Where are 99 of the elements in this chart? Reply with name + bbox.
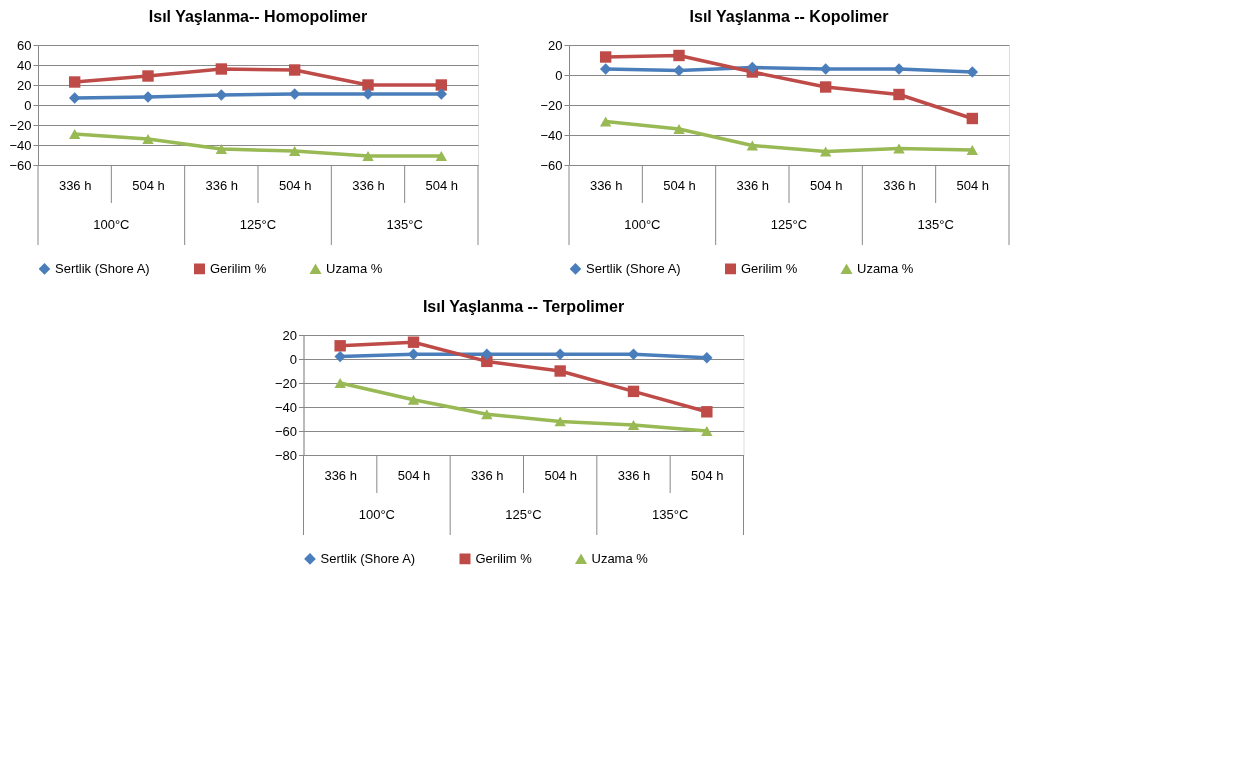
- point: [435, 79, 448, 91]
- point: [893, 88, 905, 101]
- point: [627, 420, 640, 430]
- y-tick-label: 0: [555, 67, 563, 83]
- y-tick-label: −40: [9, 137, 32, 153]
- legend-label: Gerilim %: [475, 550, 533, 566]
- point: [68, 76, 81, 88]
- point: [288, 146, 301, 156]
- text: 135°C: [917, 217, 954, 232]
- point: [362, 79, 374, 91]
- point: [68, 129, 81, 139]
- y-tick-label: −60: [9, 157, 32, 173]
- point: [701, 426, 713, 436]
- point: [554, 365, 566, 377]
- point: [599, 51, 612, 63]
- point: [142, 70, 154, 82]
- text: 125°C: [239, 217, 277, 232]
- point: [746, 61, 759, 74]
- point: [481, 409, 493, 420]
- y-tick-label: 20: [282, 327, 297, 343]
- point: [288, 64, 301, 76]
- point: [701, 352, 713, 364]
- point: [362, 88, 374, 100]
- y-tick-label: −20: [274, 375, 297, 391]
- x-tick-label: 504 h: [956, 177, 990, 193]
- text: 125°C: [770, 217, 808, 232]
- point: [407, 336, 420, 348]
- legend-label: Sertlik (Shore A): [320, 550, 416, 566]
- text: 100°C: [624, 217, 661, 232]
- point: [966, 112, 979, 125]
- point: [142, 91, 154, 103]
- legend-label: Sertlik (Shore A): [55, 260, 150, 276]
- y-tick-label: −20: [540, 97, 563, 113]
- x-tick-label: 336 h: [352, 177, 385, 193]
- legend-label: Sertlik (Shore A): [586, 260, 681, 276]
- point: [893, 143, 905, 154]
- legend-label: Uzama %: [591, 551, 649, 567]
- chart-title: Isıl Yaşlanma -- Kopolimer: [689, 8, 889, 25]
- legend-label: Gerilim %: [210, 260, 267, 276]
- point: [701, 406, 713, 418]
- y-tick-label: −60: [274, 423, 297, 439]
- legend-label: Uzama %: [326, 261, 383, 277]
- x-tick-label: 504 h: [397, 467, 431, 483]
- point: [334, 350, 346, 363]
- point: [819, 81, 832, 93]
- x-tick-label: 336 h: [883, 177, 916, 193]
- x-tick-label: 504 h: [663, 177, 696, 193]
- chart-title: Isıl Yaşlanma-- Homopolimer: [148, 8, 368, 25]
- point: [215, 144, 228, 154]
- y-tick-label: 0: [24, 97, 32, 113]
- x-tick-label: 336 h: [58, 177, 92, 193]
- y-tick-label: −80: [274, 447, 297, 463]
- point: [599, 116, 612, 127]
- y-tick-label: 40: [17, 57, 32, 73]
- point: [893, 63, 905, 75]
- y-tick-label: −60: [540, 157, 563, 173]
- x-tick-label: 504 h: [691, 467, 724, 483]
- point: [627, 385, 640, 398]
- text: 125°C: [505, 507, 542, 522]
- x-tick-label: 504 h: [544, 467, 577, 483]
- x-tick-label: 504 h: [132, 177, 165, 193]
- x-tick-label: 336 h: [617, 467, 651, 483]
- point: [142, 134, 154, 144]
- point: [334, 340, 346, 352]
- point: [673, 49, 685, 62]
- point: [407, 394, 420, 405]
- x-tick-label: 504 h: [278, 177, 312, 193]
- y-tick-label: 60: [17, 37, 32, 53]
- point: [334, 378, 346, 388]
- text: 135°C: [386, 217, 423, 232]
- point: [215, 63, 228, 75]
- y-tick-label: 20: [548, 37, 563, 53]
- y-tick-label: −20: [9, 117, 32, 133]
- chart-title: Isıl Yaşlanma -- Terpolimer: [422, 298, 625, 315]
- point: [966, 145, 979, 155]
- text: 100°C: [358, 507, 395, 522]
- y-tick-label: −40: [540, 127, 563, 143]
- point: [966, 66, 979, 78]
- point: [746, 140, 759, 151]
- point: [481, 348, 493, 360]
- legend-label: Gerilim %: [741, 260, 798, 276]
- point: [819, 146, 832, 157]
- x-tick-label: 504 h: [425, 177, 459, 193]
- x-tick-label: 504 h: [809, 177, 843, 193]
- x-tick-label: 336 h: [471, 467, 504, 483]
- x-tick-label: 336 h: [589, 177, 623, 193]
- text: 135°C: [652, 507, 689, 522]
- y-tick-label: 20: [17, 77, 32, 93]
- point: [673, 124, 685, 134]
- y-tick-label: −40: [274, 399, 297, 415]
- point: [362, 151, 374, 161]
- y-tick-label: 0: [289, 351, 297, 367]
- legend-label: Uzama %: [857, 261, 914, 277]
- point: [554, 416, 566, 427]
- point: [435, 151, 448, 161]
- text: 100°C: [93, 217, 130, 232]
- x-tick-label: 336 h: [324, 467, 357, 483]
- x-tick-label: 336 h: [736, 177, 770, 193]
- x-tick-label: 336 h: [205, 177, 239, 193]
